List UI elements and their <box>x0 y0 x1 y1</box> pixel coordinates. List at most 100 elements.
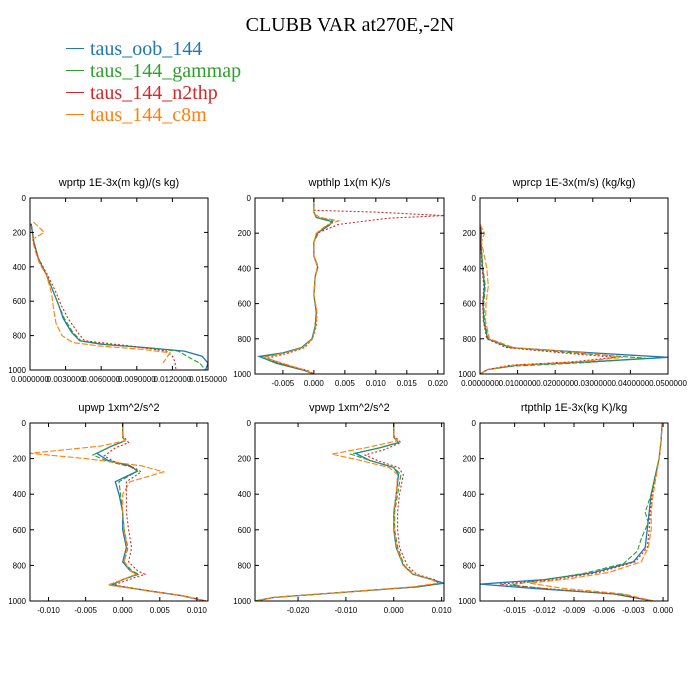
panel-frame <box>254 422 445 602</box>
series-line-taus-oob-144 <box>480 423 663 601</box>
y-tick-label: 800 <box>463 335 477 344</box>
series-line-taus-144-n2thp <box>480 224 616 374</box>
series-line-taus-144-gammap <box>91 423 206 601</box>
y-tick-label: 400 <box>238 264 252 273</box>
x-tick-label: 0.0000000 <box>461 379 499 388</box>
series-line-taus-144-gammap <box>509 423 663 601</box>
panel-frame <box>29 197 209 371</box>
y-tick-label: 400 <box>238 490 252 499</box>
legend-swatch <box>66 91 84 93</box>
y-tick-label: 0 <box>22 194 27 203</box>
x-tick-label: 0.0120000 <box>153 375 191 384</box>
x-tick-label: 0.010 <box>432 606 453 615</box>
panel-title: upwp 1xm^2/s^2 <box>78 402 159 414</box>
y-tick-label: 1000 <box>233 597 251 606</box>
x-tick-label: 0.0090000 <box>118 375 156 384</box>
y-tick-label: 600 <box>13 526 27 535</box>
x-tick-label: -0.005 <box>74 606 97 615</box>
x-tick-label: 0.010 <box>366 379 387 388</box>
x-tick-label: 0.000 <box>384 606 405 615</box>
x-tick-label: -0.005 <box>272 379 295 388</box>
x-tick-label: 0.015 <box>397 379 418 388</box>
x-tick-label: -0.010 <box>37 606 60 615</box>
y-tick-label: 400 <box>463 264 477 273</box>
x-tick-label: 0.0400000 <box>611 379 649 388</box>
y-tick-label: 200 <box>238 455 252 464</box>
x-tick-label: -0.015 <box>503 606 526 615</box>
series-line-taus-144-gammap <box>259 198 334 374</box>
series-line-taus-oob-144 <box>95 423 206 601</box>
series-line-taus-144-n2thp <box>255 423 441 601</box>
y-tick-label: 400 <box>13 490 27 499</box>
y-tick-label: 600 <box>463 300 477 309</box>
y-tick-label: 1000 <box>458 597 476 606</box>
panel-title: rtpthlp 1E-3x(kg K)/kg <box>521 402 627 414</box>
panel-frame <box>254 197 445 375</box>
legend-label: taus_oob_144 <box>90 38 203 60</box>
series-line-taus-144-c8m <box>30 423 206 601</box>
x-tick-label: 0.0200000 <box>536 379 574 388</box>
legend-swatch <box>66 69 84 71</box>
panel-title: wprtp 1E-3x(m kg)/(s kg) <box>58 177 179 189</box>
x-tick-label: 0.0030000 <box>47 375 85 384</box>
y-tick-label: 800 <box>238 561 252 570</box>
x-tick-label: 0.0100000 <box>499 379 537 388</box>
legend-label: taus_144_gammap <box>90 60 242 82</box>
y-tick-label: 600 <box>13 297 27 306</box>
x-tick-label: 0.010 <box>187 606 208 615</box>
x-tick-label: -0.006 <box>592 606 615 615</box>
x-tick-label: 0.005 <box>150 606 171 615</box>
legend-label: taus_144_n2thp <box>90 82 218 104</box>
y-tick-label: 800 <box>238 335 252 344</box>
panel-frame <box>479 197 669 375</box>
legend-swatch <box>66 47 84 49</box>
series-line-taus-144-c8m <box>31 221 171 364</box>
panel-title: wpthlp 1x(m K)/s <box>308 177 391 189</box>
y-tick-label: 600 <box>463 526 477 535</box>
x-tick-label: -0.009 <box>563 606 586 615</box>
y-tick-label: 200 <box>13 228 27 237</box>
panel-frame <box>479 422 669 602</box>
y-tick-label: 200 <box>13 455 27 464</box>
legend-swatch <box>66 113 84 115</box>
x-tick-label: -0.020 <box>287 606 310 615</box>
panel-frame <box>29 422 209 602</box>
y-tick-label: 0 <box>472 419 477 428</box>
y-tick-label: 0 <box>247 194 252 203</box>
x-tick-label: 0.0000000 <box>11 375 49 384</box>
x-tick-label: 0.0500000 <box>649 379 687 388</box>
figure-title: CLUBB VAR at270E,-2N <box>245 14 455 36</box>
panel-title: wprcp 1E-3x(m/s) (kg/kg) <box>512 177 636 189</box>
legend-item-n2thp: taus_144_n2thp <box>66 82 241 104</box>
series-line-taus-144-gammap <box>30 223 207 370</box>
y-tick-label: 200 <box>238 229 252 238</box>
y-tick-label: 800 <box>13 332 27 341</box>
series-line-taus-144-c8m <box>262 198 341 374</box>
y-tick-label: 1000 <box>8 366 26 375</box>
x-tick-label: 0.005 <box>335 379 356 388</box>
x-tick-label: -0.003 <box>622 606 645 615</box>
series-line-taus-144-c8m <box>255 423 440 601</box>
y-tick-label: 0 <box>472 194 477 203</box>
x-tick-label: 0.0150000 <box>189 375 227 384</box>
x-tick-label: 0.020 <box>428 379 449 388</box>
legend: taus_oob_144 taus_144_gammap taus_144_n2… <box>66 38 241 126</box>
y-tick-label: 0 <box>247 419 252 428</box>
y-tick-label: 200 <box>463 229 477 238</box>
y-tick-label: 400 <box>463 490 477 499</box>
x-tick-label: 0.000 <box>113 606 134 615</box>
y-tick-label: 600 <box>238 526 252 535</box>
series-line-taus-oob-144 <box>256 198 334 374</box>
y-tick-label: 800 <box>13 561 27 570</box>
legend-item-oob: taus_oob_144 <box>66 38 241 60</box>
series-line-taus-144-c8m <box>480 224 623 374</box>
legend-item-c8m: taus_144_c8m <box>66 104 241 126</box>
x-tick-label: 0.0060000 <box>82 375 120 384</box>
series-line-taus-144-c8m <box>529 423 663 601</box>
series-line-taus-144-gammap <box>480 224 646 374</box>
series-line-taus-144-n2thp <box>265 198 444 374</box>
legend-label: taus_144_c8m <box>90 104 207 126</box>
series-line-taus-144-gammap <box>255 423 443 601</box>
legend-item-gammap: taus_144_gammap <box>66 60 241 82</box>
y-tick-label: 600 <box>238 300 252 309</box>
